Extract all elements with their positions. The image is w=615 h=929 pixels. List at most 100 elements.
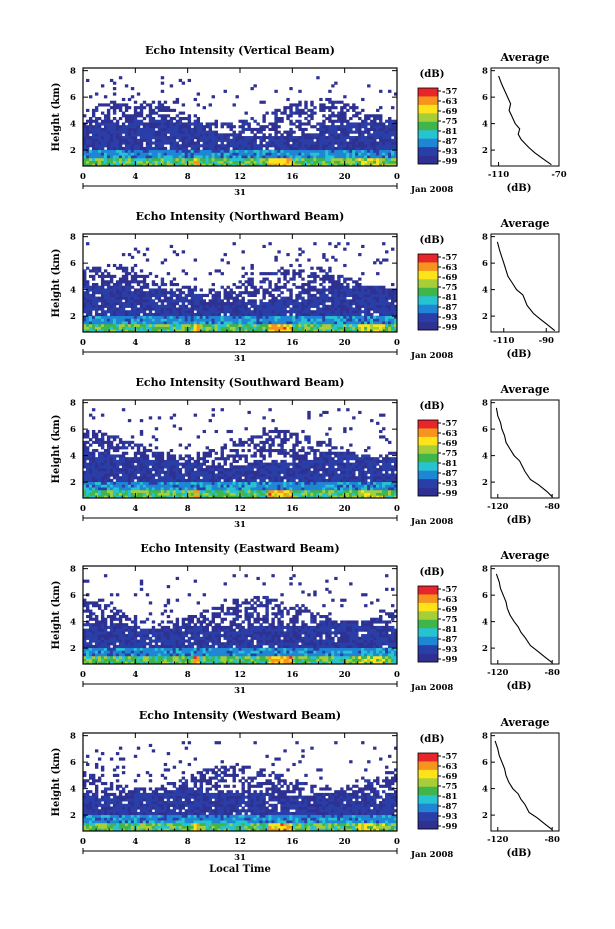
heat-cell: [163, 476, 168, 480]
heat-cell: [244, 280, 248, 284]
heat-cell: [160, 283, 165, 287]
heat-cell: [88, 481, 93, 485]
heat-cell: [166, 141, 171, 145]
heat-cell: [175, 465, 180, 469]
heat-cell: [376, 149, 380, 153]
heat-cell: [286, 296, 290, 300]
heat-cell: [91, 111, 96, 115]
heat-cell: [196, 459, 201, 464]
heat-cell: [367, 127, 371, 132]
heat-cell: [169, 492, 174, 496]
heat-cell: [235, 133, 239, 137]
heat-cell: [388, 152, 392, 156]
heat-cell: [163, 127, 168, 132]
heat-cell: [292, 277, 296, 281]
heat-cell: [103, 283, 108, 287]
heat-cell: [250, 321, 254, 325]
heat-cell: [217, 476, 221, 480]
heat-cell: [226, 315, 230, 319]
heat-cell: [139, 476, 144, 480]
heat-cell: [265, 141, 269, 145]
heat-cell: [83, 310, 87, 314]
heat-cell: [211, 489, 215, 493]
heat-cell: [100, 157, 105, 161]
heat-cell: [133, 459, 138, 464]
heat-cell: [250, 484, 254, 488]
heat-cell: [307, 133, 311, 137]
heat-cell: [229, 462, 233, 466]
heat-cell: [361, 293, 365, 298]
heat-cell: [292, 138, 296, 142]
colorbar-tick-label: -99: [442, 157, 457, 167]
heat-cell: [169, 155, 174, 159]
heat-cell: [151, 304, 156, 308]
heat-cell: [100, 127, 105, 132]
heat-cell: [223, 468, 227, 472]
heat-cell: [160, 315, 165, 319]
heat-cell: [136, 312, 141, 317]
heat-cell: [205, 130, 209, 134]
heat-cell: [313, 152, 317, 156]
heat-cell: [274, 130, 278, 134]
heat-cell: [259, 130, 263, 134]
heat-cell: [91, 476, 96, 480]
heat-cell: [208, 312, 212, 317]
heat-cell: [94, 470, 99, 474]
heat-cell: [208, 152, 212, 156]
heat-cell: [124, 481, 129, 485]
heat-cell: [379, 89, 383, 93]
heat-cell: [262, 244, 266, 249]
heat-cell: [319, 152, 323, 156]
heat-cell: [355, 144, 359, 148]
heat-cell: [292, 326, 296, 330]
heat-cell: [91, 157, 96, 161]
heat-cell: [301, 285, 305, 289]
heat-cell: [166, 454, 171, 458]
heat-cell: [292, 304, 296, 308]
heat-cell: [109, 329, 114, 333]
heat-cell: [301, 269, 305, 273]
heat-cell: [154, 274, 159, 278]
heat-cell: [175, 288, 180, 292]
heat-cell: [226, 470, 230, 474]
heat-cell: [316, 155, 320, 159]
heat-cell: [313, 277, 317, 281]
heat-cell: [238, 152, 242, 156]
heat-cell: [364, 136, 368, 140]
heat-cell: [127, 119, 132, 123]
heat-cell: [289, 326, 293, 330]
heat-cell: [298, 144, 302, 148]
heat-cell: [100, 446, 105, 450]
heat-cell: [307, 304, 311, 308]
heat-cell: [85, 473, 90, 477]
heat-cell: [112, 285, 117, 289]
heat-cell: [85, 160, 90, 164]
heat-cell: [244, 127, 248, 132]
heat-cell: [100, 495, 105, 499]
heat-cell: [91, 127, 96, 132]
heat-cell: [289, 122, 293, 126]
heat-cell: [286, 280, 290, 284]
heat-cell: [121, 130, 126, 134]
heat-cell: [238, 157, 242, 161]
heat-cell: [109, 288, 114, 292]
heat-cell: [355, 149, 359, 153]
heat-cell: [274, 144, 278, 148]
heat-cell: [376, 258, 380, 262]
heat-cell: [214, 299, 218, 303]
heat-cell: [136, 141, 141, 145]
heat-cell: [205, 446, 209, 450]
heat-cell: [241, 155, 245, 159]
heat-cell: [250, 130, 254, 134]
heat-cell: [355, 138, 359, 142]
heat-cell: [127, 323, 132, 327]
heat-cell: [367, 288, 371, 292]
heat-cell: [97, 127, 102, 132]
heat-cell: [106, 489, 111, 493]
heat-cell: [301, 283, 305, 287]
heat-cell: [142, 277, 147, 281]
heat-cell: [100, 451, 105, 455]
heat-cell: [373, 136, 377, 140]
heat-cell: [367, 321, 371, 325]
heat-cell: [283, 304, 287, 308]
